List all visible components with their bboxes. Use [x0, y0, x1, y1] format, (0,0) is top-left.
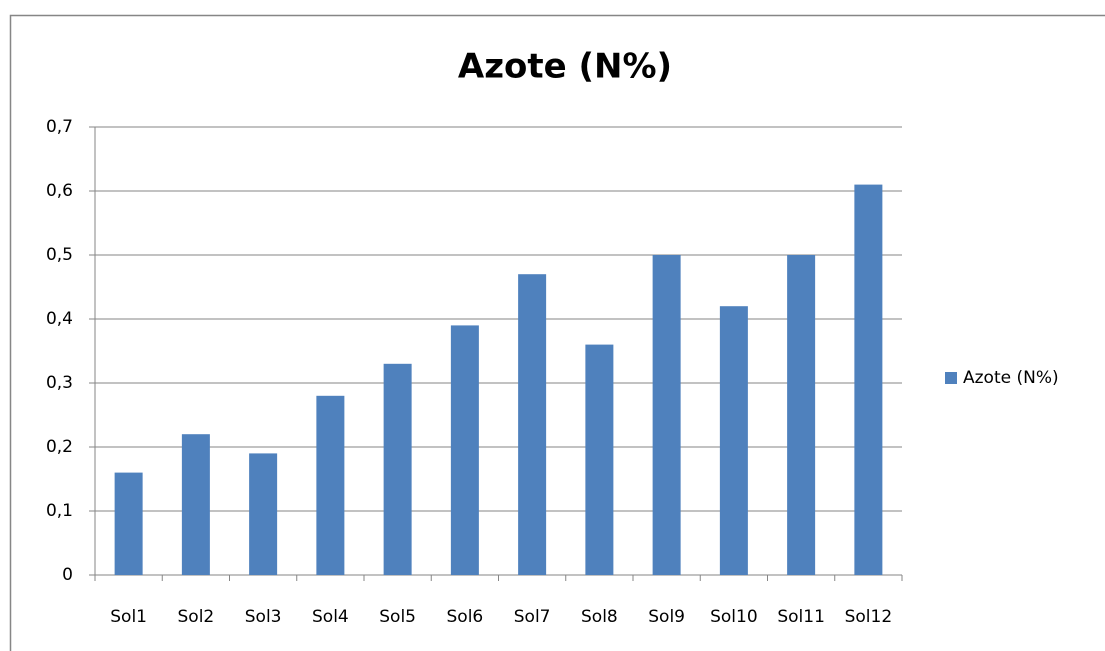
x-tick-label: Sol9 [648, 607, 685, 627]
chart-border [9, 14, 1105, 651]
x-tick-label: Sol6 [447, 607, 484, 627]
x-tick-label: Sol4 [312, 607, 349, 627]
bar [450, 325, 479, 575]
x-tick-label: Sol5 [379, 607, 416, 627]
x-tick-label: Sol1 [110, 607, 147, 627]
x-tick-label: Sol8 [581, 607, 618, 627]
bar [787, 255, 816, 575]
bar [518, 274, 547, 575]
y-tick-label: 0,3 [46, 373, 73, 393]
bar [181, 434, 210, 575]
y-tick-label: 0 [62, 565, 73, 585]
bar [585, 344, 614, 575]
x-tick-label: Sol2 [178, 607, 215, 627]
y-tick-label: 0,1 [46, 501, 73, 521]
x-tick-label: Sol10 [710, 607, 758, 627]
bar [249, 453, 278, 575]
chart-title: Azote (N%) [458, 47, 672, 87]
x-tick-label: Sol3 [245, 607, 282, 627]
legend-swatch [945, 372, 957, 384]
x-tick-label: Sol12 [845, 607, 893, 627]
legend-label: Azote (N%) [963, 368, 1059, 388]
y-tick-label: 0,6 [46, 181, 73, 201]
bar [383, 363, 412, 575]
y-tick-label: 0,4 [46, 309, 73, 329]
x-tick-label: Sol11 [777, 607, 825, 627]
y-tick-label: 0,2 [46, 437, 73, 457]
bar [652, 255, 681, 575]
bar [719, 306, 748, 575]
bar [854, 184, 883, 575]
x-tick-label: Sol7 [514, 607, 551, 627]
y-tick-label: 0,5 [46, 245, 73, 265]
bar [316, 395, 345, 575]
bar [114, 472, 143, 575]
y-tick-label: 0,7 [46, 117, 73, 137]
